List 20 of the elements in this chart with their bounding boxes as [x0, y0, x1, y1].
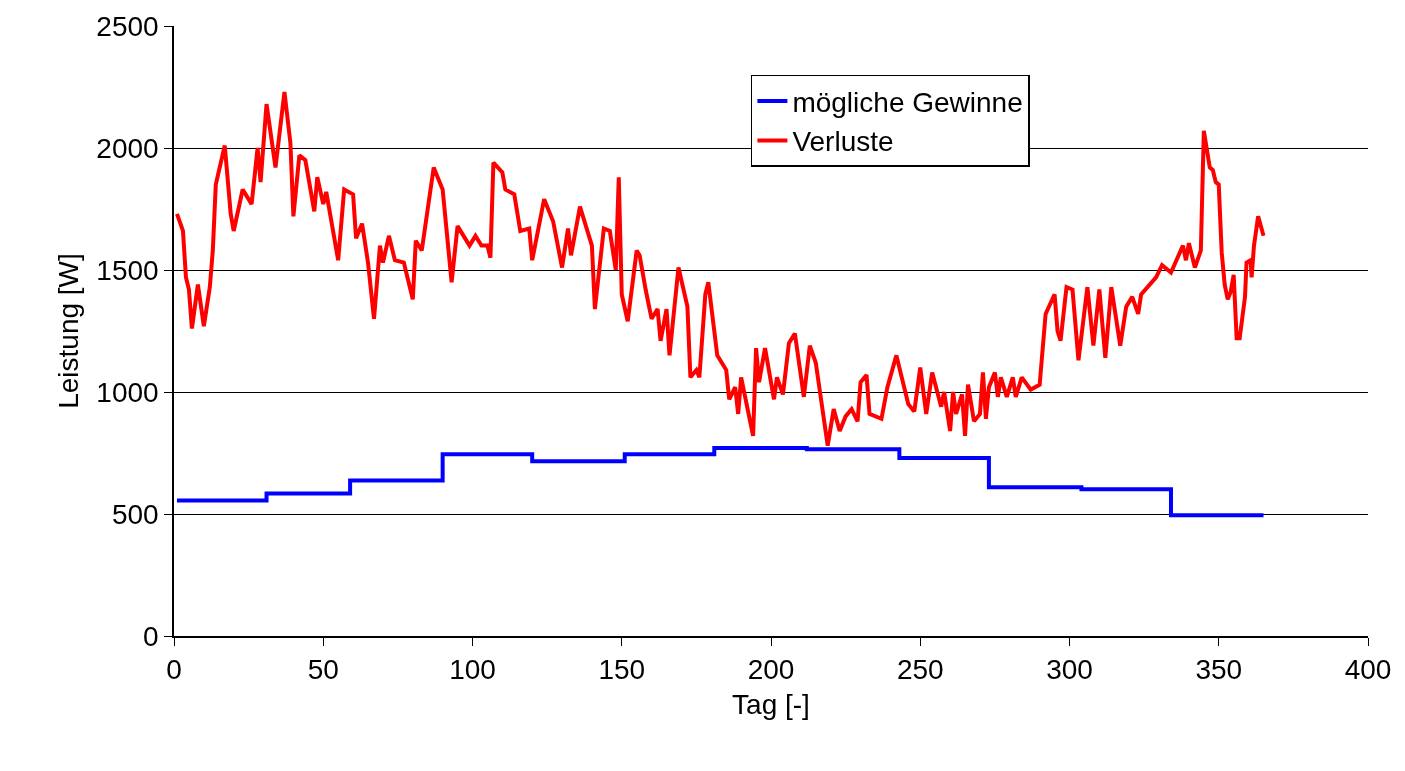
y-tick-label: 0: [143, 620, 159, 652]
y-tick-label: 2000: [96, 132, 159, 164]
y-tick-label: 1500: [96, 254, 159, 286]
x-tick-label: 350: [1195, 654, 1243, 686]
x-tick-label: 250: [896, 654, 944, 686]
y-tick-label: 2500: [96, 10, 159, 42]
line-series: [174, 89, 1266, 448]
x-tick-label: 150: [598, 654, 646, 686]
x-tick-label: 0: [166, 654, 182, 686]
x-tick-label: 300: [1046, 654, 1093, 686]
y-tick-label: 1000: [96, 376, 159, 408]
x-tick-label: 100: [449, 654, 496, 686]
y-axis-title: Leistung [W]: [52, 253, 84, 409]
legend-label: Verluste: [792, 126, 894, 158]
y-tick-label: 500: [111, 498, 159, 530]
x-tick-label: 50: [307, 654, 339, 686]
legend-label: mögliche Gewinne: [792, 86, 1023, 118]
x-tick-label: 200: [747, 654, 795, 686]
x-tick-label: 400: [1344, 654, 1392, 686]
x-axis-title: Tag [-]: [732, 688, 810, 720]
